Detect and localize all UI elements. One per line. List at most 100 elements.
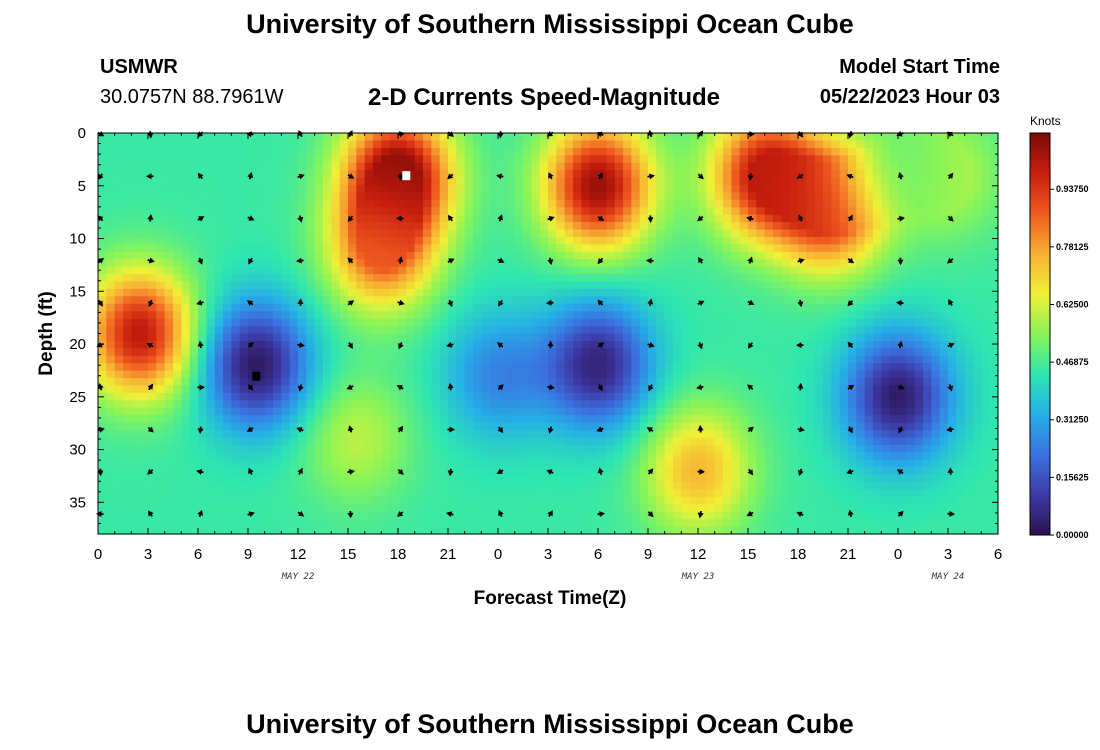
heatmap-cell xyxy=(556,199,566,208)
heatmap-cell xyxy=(356,311,366,320)
heatmap-cell xyxy=(631,496,641,505)
heatmap-cell xyxy=(714,147,724,156)
heatmap-cell xyxy=(706,355,716,364)
heatmap-cell xyxy=(523,333,532,342)
heatmap-cell xyxy=(731,474,741,483)
heatmap-cell xyxy=(348,251,357,260)
heatmap-cell xyxy=(289,340,299,349)
heatmap-cell xyxy=(439,288,449,297)
heatmap-cell xyxy=(314,199,324,208)
heatmap-cell xyxy=(264,378,274,387)
heatmap-cell xyxy=(248,140,257,149)
heatmap-cell xyxy=(381,333,391,342)
heatmap-cell xyxy=(489,415,499,424)
heatmap-cell xyxy=(106,437,116,446)
heatmap-cell xyxy=(431,422,441,431)
heatmap-cell xyxy=(281,170,291,179)
heatmap-cell xyxy=(323,444,332,453)
heatmap-cell xyxy=(648,370,657,379)
heatmap-cell xyxy=(98,184,107,194)
heatmap-cell xyxy=(323,192,332,201)
heatmap-cell xyxy=(848,452,857,461)
heatmap-cell xyxy=(673,474,682,483)
heatmap-cell xyxy=(273,340,282,349)
heatmap-cell xyxy=(173,281,182,290)
heatmap-cell xyxy=(364,155,374,164)
heatmap-cell xyxy=(281,474,291,483)
heatmap-cell xyxy=(114,392,124,401)
heatmap-cell xyxy=(381,184,391,194)
heatmap-cell xyxy=(773,229,782,238)
heatmap-cell xyxy=(581,326,591,335)
heatmap-cell xyxy=(706,326,716,335)
heatmap-cell xyxy=(789,236,799,245)
heatmap-cell xyxy=(514,504,524,513)
heatmap-cell xyxy=(223,155,232,164)
heatmap-cell xyxy=(298,259,307,268)
heatmap-cell xyxy=(273,333,282,342)
heatmap-cell xyxy=(398,207,407,216)
heatmap-cell xyxy=(281,504,291,513)
heatmap-cell xyxy=(648,430,657,439)
heatmap-cell xyxy=(673,184,682,194)
heatmap-cell xyxy=(556,504,566,513)
heatmap-cell xyxy=(231,222,241,231)
heatmap-cell xyxy=(298,140,307,149)
heatmap-cell xyxy=(723,229,732,238)
heatmap-cell xyxy=(548,444,557,453)
heatmap-cell xyxy=(256,303,266,312)
heatmap-cell xyxy=(139,229,149,238)
heatmap-cell xyxy=(256,370,266,379)
heatmap-cell xyxy=(748,474,757,483)
heatmap-cell xyxy=(531,348,541,357)
heatmap-cell xyxy=(398,370,407,379)
heatmap-cell xyxy=(606,207,616,216)
heatmap-cell xyxy=(614,385,624,394)
heatmap-cell xyxy=(356,326,366,335)
heatmap-cell xyxy=(373,385,382,394)
heatmap-cell xyxy=(189,348,199,357)
heatmap-cell xyxy=(698,526,707,535)
heatmap-cell xyxy=(164,318,174,327)
heatmap-cell xyxy=(689,496,699,505)
heatmap-cell xyxy=(614,392,624,401)
heatmap-cell xyxy=(148,192,157,201)
heatmap-cell xyxy=(406,177,416,186)
heatmap-cell xyxy=(798,229,807,238)
heatmap-cell xyxy=(131,318,141,327)
heatmap-cell xyxy=(731,251,741,260)
heatmap-cell xyxy=(581,496,591,505)
heatmap-cell xyxy=(681,162,691,171)
heatmap-cell xyxy=(414,133,424,142)
heatmap-cell xyxy=(331,318,341,327)
heatmap-cell xyxy=(239,311,249,320)
heatmap-cell xyxy=(314,236,324,245)
heatmap-cell xyxy=(506,444,516,453)
heatmap-cell xyxy=(631,459,641,468)
heatmap-cell xyxy=(631,504,641,513)
heatmap-cell xyxy=(223,511,232,520)
heatmap-cell xyxy=(564,229,574,238)
heatmap-cell xyxy=(273,244,282,253)
heatmap-cell xyxy=(531,170,541,179)
heatmap-cell xyxy=(623,288,632,297)
heatmap-cell xyxy=(156,147,166,156)
heatmap-cell xyxy=(764,274,774,283)
heatmap-cell xyxy=(806,467,816,476)
heatmap-cell xyxy=(298,155,307,164)
heatmap-cell xyxy=(456,236,466,245)
heatmap-cell xyxy=(773,526,782,535)
heatmap-cell xyxy=(723,363,732,372)
heatmap-cell xyxy=(323,526,332,535)
heatmap-cell xyxy=(731,229,741,238)
heatmap-cell xyxy=(148,526,157,535)
heatmap-cell xyxy=(739,511,749,520)
heatmap-cell xyxy=(773,430,782,439)
heatmap-cell xyxy=(606,504,616,513)
heatmap-cell xyxy=(656,259,666,268)
heatmap-cell xyxy=(448,222,457,231)
heatmap-cell xyxy=(398,259,407,268)
heatmap-cell xyxy=(848,133,857,142)
heatmap-cell xyxy=(539,177,549,186)
heatmap-cell xyxy=(106,214,116,223)
